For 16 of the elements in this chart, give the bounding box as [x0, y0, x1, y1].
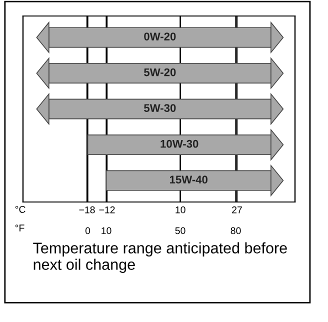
y-tick-label: 0W-20 [144, 32, 176, 40]
x2-tick-label: 27 [232, 206, 242, 214]
x-tick-label: 0 [85, 227, 90, 234]
y-tick-label: 5W-20 [144, 68, 176, 76]
x2-tick-label: −12 [99, 206, 115, 214]
x-axis-title: °F [15, 224, 24, 232]
x-tick-label: 10 [102, 227, 112, 234]
x2-tick-label: 10 [176, 206, 186, 214]
x2-axis-title: °C [15, 206, 26, 213]
y-tick-label: 15W-40 [170, 176, 208, 184]
x-tick-label: 80 [230, 227, 241, 234]
y-tick-label: 5W-30 [144, 104, 176, 112]
y-tick-label: 10W-30 [160, 140, 198, 148]
x-tick-label: 50 [175, 227, 186, 234]
x2-tick-label: −18 [79, 206, 95, 214]
text: Temperature range anticipated before next oil change [33, 242, 287, 273]
